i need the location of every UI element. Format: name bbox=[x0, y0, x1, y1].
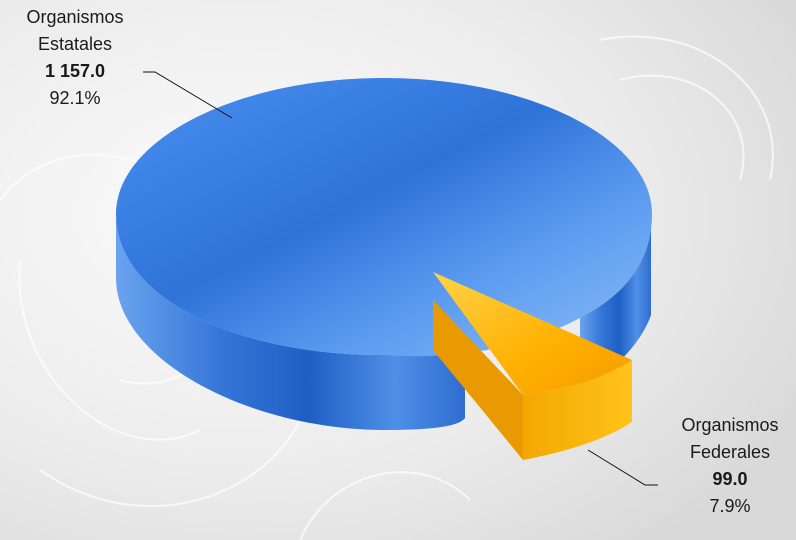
label-federales-percent: 7.9% bbox=[709, 496, 751, 516]
slice-federales-top bbox=[433, 272, 632, 395]
leader-line-estatales bbox=[143, 71, 233, 119]
data-label-estatales: Organismos Estatales 1 157.0 92.1% bbox=[10, 4, 140, 112]
label-federales-name1: Organismos bbox=[681, 415, 779, 435]
slice-estatales-top bbox=[116, 78, 652, 357]
slice-federales-side bbox=[433, 300, 523, 460]
slice-federales-outer bbox=[523, 360, 632, 460]
label-federales-name2: Federales bbox=[689, 442, 771, 462]
label-estatales-percent: 92.1% bbox=[49, 88, 101, 108]
label-estatales-name1: Organismos bbox=[26, 7, 124, 27]
slice-estatales-side bbox=[116, 214, 465, 430]
data-label-federales: Organismos Federales 99.0 7.9% bbox=[665, 412, 795, 520]
label-estatales-name2: Estatales bbox=[37, 34, 113, 54]
slice-federales bbox=[433, 272, 632, 460]
label-estatales-value: 1 157.0 bbox=[44, 61, 106, 81]
label-federales-value: 99.0 bbox=[712, 469, 748, 489]
leader-line-federales bbox=[587, 449, 658, 486]
